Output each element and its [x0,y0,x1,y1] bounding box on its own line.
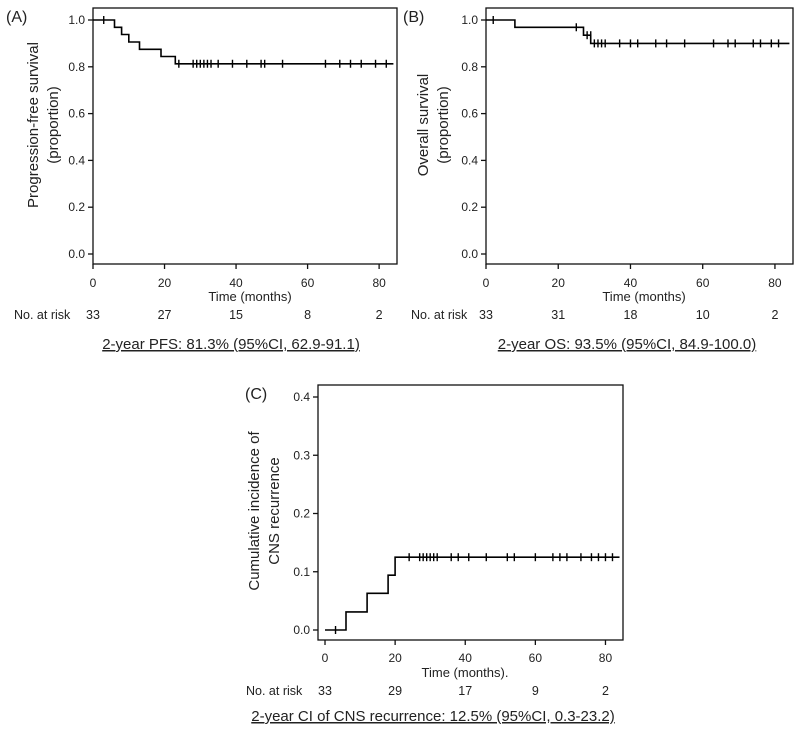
panel-a-step-curve [93,19,394,65]
panel-a-ytick-label: 0.6 [68,107,85,121]
panel-c-xtick-label: 80 [599,651,613,665]
panel-c-xtick-label: 0 [322,651,329,665]
panel-a-risk-label: No. at risk [14,308,71,322]
panel-a-axes-frame [92,7,398,265]
panel-b-summary: 2-year OS: 93.5% (95%CI, 84.9-100.0) [498,336,756,353]
panel-a-xtick-label: 40 [229,276,243,290]
panel-c-xtick-label: 20 [388,651,402,665]
panel-b-risk-count: 10 [696,308,710,322]
panel-b-risk-count: 31 [551,308,565,322]
panel-a-risk-count: 33 [86,308,100,322]
panel-b-xtick-label: 40 [624,276,638,290]
panel-a-xtick-label: 60 [301,276,315,290]
panel-c-summary: 2-year CI of CNS recurrence: 12.5% (95%C… [251,708,615,725]
panel-b-ytick-label: 0.6 [461,107,478,121]
panel-a-ytick-label: 0.0 [68,247,85,261]
panel-b-ytick-label: 1.0 [461,13,478,27]
panel-b-label: (B) [403,9,424,26]
panel-b-axes-frame [485,7,794,265]
panel-b-ytick-label: 0.4 [461,153,478,167]
panel-a-risk-count: 15 [229,308,243,322]
panel-a-ylabel-2: (proportion) [45,86,62,164]
panel-c: (C) Cumulative incidence of CNS recurren… [245,384,624,725]
panel-b-xtick-label: 60 [696,276,710,290]
panel-b-xtick-label: 20 [552,276,566,290]
panel-a-risk-count: 2 [376,308,383,322]
panel-a-ytick-label: 1.0 [68,13,85,27]
panel-a-ytick-label: 0.2 [68,200,85,214]
panel-c-xtick-label: 40 [459,651,473,665]
panel-a-ylabel-1: Progression-free survival [25,42,42,208]
panel-c-risk-count: 29 [388,684,402,698]
panel-c-risk-count: 2 [602,684,609,698]
panel-a-xtick-label: 0 [90,276,97,290]
panel-b-ylabel-1: Overall survival [415,74,432,177]
panel-c-step-curve [325,556,620,631]
panel-a-risk-count: 8 [304,308,311,322]
panel-b-risk-count: 18 [624,308,638,322]
panel-a-ytick-label: 0.4 [68,153,85,167]
panel-b-risk-count: 2 [771,308,778,322]
panel-b-risk-label: No. at risk [411,308,468,322]
panel-c-risk-label: No. at risk [246,684,303,698]
panel-c-risk-count: 9 [532,684,539,698]
panel-b-ylabel-2: (proportion) [435,86,452,164]
panel-c-ylabel-1: Cumulative incidence of [246,431,263,591]
panel-b-xtick-label: 0 [483,276,490,290]
panel-a: (A) Progression-free survival (proportio… [6,7,398,353]
panel-a-xtick-label: 20 [158,276,172,290]
panel-b-xlabel: Time (months) [602,289,685,304]
panel-c-xtick-label: 60 [529,651,543,665]
panel-c-ytick-label: 0.3 [293,448,310,462]
panel-b-xtick-label: 80 [768,276,782,290]
panel-c-ytick-label: 0.2 [293,507,310,521]
panel-c-risk-count: 17 [458,684,472,698]
panel-b-risk-count: 33 [479,308,493,322]
panel-c-ytick-label: 0.0 [293,623,310,637]
panel-a-xlabel: Time (months) [208,289,291,304]
panel-c-risk-count: 33 [318,684,332,698]
panel-c-ylabel-2: CNS recurrence [266,457,283,565]
panel-c-ytick-label: 0.1 [293,565,310,579]
panel-a-ytick-label: 0.8 [68,60,85,74]
panel-c-xlabel: Time (months). [422,665,509,680]
panel-b-ytick-label: 0.8 [461,60,478,74]
panel-c-axes-frame [317,384,624,641]
panel-c-ytick-label: 0.4 [293,390,310,404]
panel-a-xtick-label: 80 [372,276,386,290]
panel-a-risk-count: 27 [158,308,172,322]
panel-b-step-curve [486,19,790,45]
panel-a-summary: 2-year PFS: 81.3% (95%CI, 62.9-91.1) [102,336,360,353]
panel-b-ytick-label: 0.2 [461,200,478,214]
panel-b-ytick-label: 0.0 [461,247,478,261]
panel-c-label: (C) [245,386,267,403]
panel-a-label: (A) [6,9,27,26]
panel-b: (B) Overall survival (proportion) Time (… [403,7,794,353]
